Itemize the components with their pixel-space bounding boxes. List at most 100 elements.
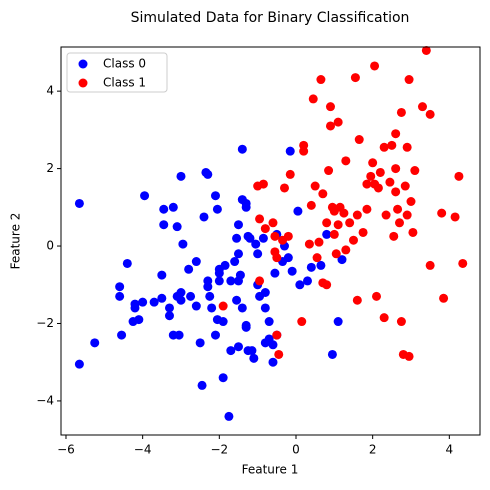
y-tick-label: 0 [46,239,54,253]
point [437,208,447,218]
x-tick-label: −6 [57,443,75,457]
point [268,218,278,228]
point [322,229,332,239]
point [295,280,305,290]
point [191,301,201,311]
point [176,288,186,298]
point [220,260,230,270]
point [233,220,243,230]
legend-label: Class 0 [103,57,146,71]
point [233,342,243,352]
point [396,107,406,117]
y-tick-label: −4 [36,393,54,407]
legend-label: Class 1 [103,76,146,90]
point [439,293,449,303]
point [381,210,391,220]
point [458,258,468,268]
point [255,214,265,224]
point [329,229,339,239]
point [450,212,460,222]
point [400,181,410,191]
x-tick-label: 0 [292,443,300,457]
point [164,303,174,313]
point [387,140,397,150]
point [212,204,222,214]
point [302,276,312,286]
point [368,158,378,168]
point [178,239,188,249]
point [174,330,184,340]
point [404,75,414,85]
point [251,239,261,249]
point [379,313,389,323]
point [324,166,334,176]
point [253,249,263,259]
point [218,373,228,383]
point [122,258,132,268]
point [341,245,351,255]
point [207,303,217,313]
point [140,191,150,201]
point [312,253,322,263]
point [279,183,289,193]
point [402,142,412,152]
point [233,249,243,259]
point [366,171,376,181]
point [274,349,284,359]
point [325,102,335,112]
point [272,253,282,263]
x-axis-label: Feature 1 [242,463,299,477]
point [264,317,274,327]
point [385,177,395,187]
point [350,73,360,83]
point [370,61,380,71]
point [306,200,316,210]
point [203,276,213,286]
point [186,291,196,301]
point [205,291,215,301]
x-tick-label: 2 [369,443,377,457]
point [345,218,355,228]
point [172,222,182,232]
point [314,237,324,247]
point [417,102,427,112]
point [268,357,278,367]
point [310,181,320,191]
point [249,353,259,363]
point [258,179,268,189]
point [285,146,295,156]
point [164,311,174,321]
x-tick-label: 4 [446,443,454,457]
point [287,266,297,276]
point [327,349,337,359]
point [304,239,314,249]
point [322,218,332,228]
point [230,257,240,267]
point [255,276,265,286]
point [241,202,251,212]
point [333,220,343,230]
point [138,297,148,307]
point [297,317,307,327]
plot-frame [60,46,481,436]
point [226,276,236,286]
y-tick-label: 2 [46,161,54,175]
point [379,142,389,152]
point [308,94,318,104]
point [237,144,247,154]
point [393,204,403,214]
point [226,346,236,356]
point [218,317,228,327]
point [389,231,399,241]
point [425,260,435,270]
point [224,411,234,421]
point [191,257,201,267]
point [406,197,416,207]
point [243,231,253,241]
point [270,268,280,278]
point [341,156,351,166]
x-tick-label: −2 [210,443,228,457]
point [232,233,242,243]
point [391,187,401,197]
point [176,295,186,305]
